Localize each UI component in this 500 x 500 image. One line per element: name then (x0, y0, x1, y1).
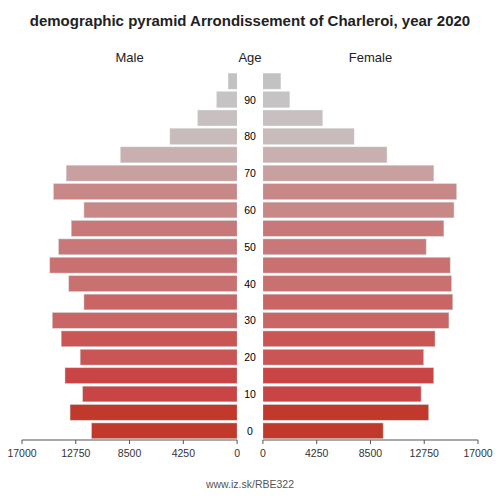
x-tick (478, 440, 479, 444)
panel-title: Female (349, 50, 392, 65)
x-tick-label: 0 (234, 447, 240, 459)
x-tick (424, 440, 425, 444)
bar (263, 257, 450, 273)
bar (80, 349, 237, 365)
bar (59, 239, 237, 255)
bar (263, 294, 453, 310)
x-tick (370, 440, 371, 444)
x-tick (75, 440, 76, 444)
x-tick-label: 12750 (61, 447, 90, 459)
x-tick (262, 440, 263, 444)
bar (70, 405, 237, 421)
bar (65, 368, 237, 384)
bar (92, 423, 238, 439)
bar (263, 423, 383, 439)
bar (263, 147, 387, 163)
x-tick (129, 440, 130, 444)
bar (50, 257, 237, 273)
bar (263, 202, 454, 218)
age-label: 50 (244, 241, 256, 253)
bar (263, 165, 434, 181)
bar (263, 110, 322, 126)
bar (217, 92, 237, 108)
title: demographic pyramid Arrondissement of Ch… (30, 12, 470, 29)
source: www.iz.sk/RBE322 (205, 478, 294, 490)
chart: demographic pyramid Arrondissement of Ch… (0, 0, 500, 500)
bars (50, 73, 237, 438)
x-tick (183, 440, 184, 444)
age-label: 20 (244, 351, 256, 363)
bar (263, 368, 434, 384)
bar (84, 202, 237, 218)
age-label: 40 (244, 278, 256, 290)
bar (263, 349, 424, 365)
bars (263, 73, 457, 438)
x-tick-label: 17000 (7, 447, 36, 459)
x-tick-label: 4250 (305, 447, 329, 459)
bar (69, 276, 237, 292)
age-label: 0 (247, 425, 253, 437)
bar (170, 129, 237, 145)
bar (263, 129, 354, 145)
bar (263, 405, 429, 421)
x-tick-label: 17000 (463, 447, 492, 459)
x-tick (237, 440, 238, 444)
age-label: 90 (244, 94, 256, 106)
bar (263, 313, 449, 329)
x-tick-label: 12750 (410, 447, 439, 459)
bar (263, 73, 281, 89)
bar (84, 294, 237, 310)
bar (263, 239, 426, 255)
age-label: 70 (244, 167, 256, 179)
age-label: 60 (244, 204, 256, 216)
bar (263, 331, 435, 347)
bar (71, 221, 237, 237)
panel-title: Male (115, 50, 143, 65)
bar (263, 386, 421, 402)
age-label: 10 (244, 388, 256, 400)
bar (228, 73, 237, 89)
x-tick-label: 4250 (172, 447, 196, 459)
x-tick (22, 440, 23, 444)
bar (263, 184, 457, 200)
age-label: 80 (244, 130, 256, 142)
x-tick (316, 440, 317, 444)
bar (52, 313, 237, 329)
axis-label: Age (238, 50, 261, 65)
bar (263, 92, 290, 108)
bar (121, 147, 237, 163)
x-tick-label: 8500 (118, 447, 142, 459)
age-label: 30 (244, 314, 256, 326)
bar (66, 165, 237, 181)
bar (61, 331, 237, 347)
bar (198, 110, 237, 126)
x-tick-label: 0 (260, 447, 266, 459)
bar (263, 221, 444, 237)
bar (263, 276, 452, 292)
bar (83, 386, 237, 402)
x-tick-label: 8500 (359, 447, 383, 459)
bar (54, 184, 237, 200)
